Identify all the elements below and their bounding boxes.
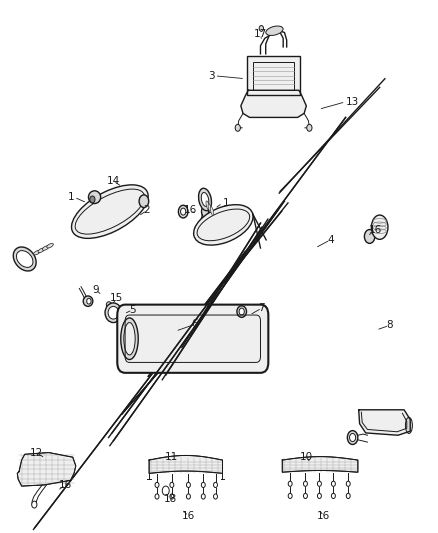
Text: 11: 11	[164, 452, 177, 462]
Text: 16: 16	[184, 205, 197, 215]
Text: 3: 3	[208, 71, 215, 81]
Ellipse shape	[304, 494, 307, 498]
Text: 12: 12	[30, 448, 43, 457]
Text: 8: 8	[386, 320, 392, 330]
Polygon shape	[359, 410, 410, 435]
Ellipse shape	[87, 298, 91, 304]
Ellipse shape	[364, 230, 375, 244]
Ellipse shape	[32, 501, 37, 508]
Ellipse shape	[47, 244, 53, 248]
Ellipse shape	[214, 482, 218, 488]
Ellipse shape	[350, 433, 356, 441]
Ellipse shape	[162, 486, 169, 495]
Ellipse shape	[371, 215, 388, 239]
Ellipse shape	[17, 251, 33, 268]
Polygon shape	[283, 457, 358, 472]
Ellipse shape	[332, 494, 336, 498]
Ellipse shape	[71, 185, 148, 238]
Ellipse shape	[198, 188, 212, 211]
Ellipse shape	[259, 26, 264, 31]
Text: 16: 16	[59, 480, 72, 490]
Ellipse shape	[210, 207, 214, 215]
Polygon shape	[241, 90, 306, 117]
Ellipse shape	[88, 191, 101, 204]
Text: 14: 14	[107, 176, 120, 186]
Ellipse shape	[108, 306, 119, 319]
Ellipse shape	[346, 481, 350, 487]
Polygon shape	[17, 453, 76, 486]
Ellipse shape	[170, 494, 174, 499]
Ellipse shape	[38, 248, 45, 253]
Ellipse shape	[106, 302, 112, 308]
Text: 16: 16	[317, 511, 330, 521]
Text: 18: 18	[163, 494, 177, 504]
Ellipse shape	[13, 247, 36, 271]
Ellipse shape	[235, 124, 240, 131]
Ellipse shape	[304, 481, 307, 487]
Text: 1: 1	[67, 192, 74, 202]
Ellipse shape	[105, 303, 122, 322]
Text: 1: 1	[223, 198, 229, 208]
Text: 2: 2	[144, 205, 150, 215]
Ellipse shape	[201, 192, 209, 206]
Ellipse shape	[201, 482, 205, 488]
Ellipse shape	[214, 494, 218, 499]
Ellipse shape	[155, 482, 159, 488]
Text: 9: 9	[92, 285, 99, 295]
Ellipse shape	[346, 494, 350, 498]
Ellipse shape	[121, 318, 138, 360]
Text: 16: 16	[369, 224, 382, 235]
Ellipse shape	[42, 246, 49, 251]
Text: 10: 10	[300, 452, 313, 462]
Text: 17: 17	[254, 29, 267, 39]
Bar	[247, 56, 300, 95]
Ellipse shape	[124, 322, 135, 355]
Ellipse shape	[288, 494, 292, 498]
Polygon shape	[149, 456, 223, 473]
Ellipse shape	[187, 494, 191, 499]
Ellipse shape	[155, 494, 159, 499]
Ellipse shape	[237, 306, 247, 317]
Text: 7: 7	[258, 303, 265, 313]
Ellipse shape	[178, 205, 188, 218]
Ellipse shape	[83, 296, 93, 306]
Text: 4: 4	[327, 235, 334, 245]
Ellipse shape	[206, 201, 209, 209]
Ellipse shape	[34, 251, 40, 255]
Ellipse shape	[406, 417, 413, 433]
Ellipse shape	[208, 204, 212, 213]
Bar	[253, 62, 294, 90]
Ellipse shape	[180, 208, 186, 215]
Text: 5: 5	[129, 305, 136, 315]
Text: 15: 15	[110, 293, 123, 303]
Ellipse shape	[201, 494, 205, 499]
Ellipse shape	[266, 26, 283, 36]
Ellipse shape	[239, 308, 244, 315]
Ellipse shape	[187, 482, 191, 488]
Ellipse shape	[194, 205, 253, 245]
Ellipse shape	[139, 195, 149, 207]
Text: 16: 16	[182, 511, 195, 521]
Ellipse shape	[201, 206, 208, 217]
Text: 13: 13	[346, 97, 359, 107]
Ellipse shape	[288, 481, 292, 487]
Ellipse shape	[332, 481, 336, 487]
Ellipse shape	[318, 481, 321, 487]
Ellipse shape	[347, 431, 358, 445]
FancyBboxPatch shape	[117, 305, 268, 373]
Ellipse shape	[90, 196, 95, 203]
Ellipse shape	[307, 124, 312, 131]
Ellipse shape	[318, 494, 321, 498]
Text: 6: 6	[192, 319, 198, 329]
Ellipse shape	[170, 482, 174, 488]
